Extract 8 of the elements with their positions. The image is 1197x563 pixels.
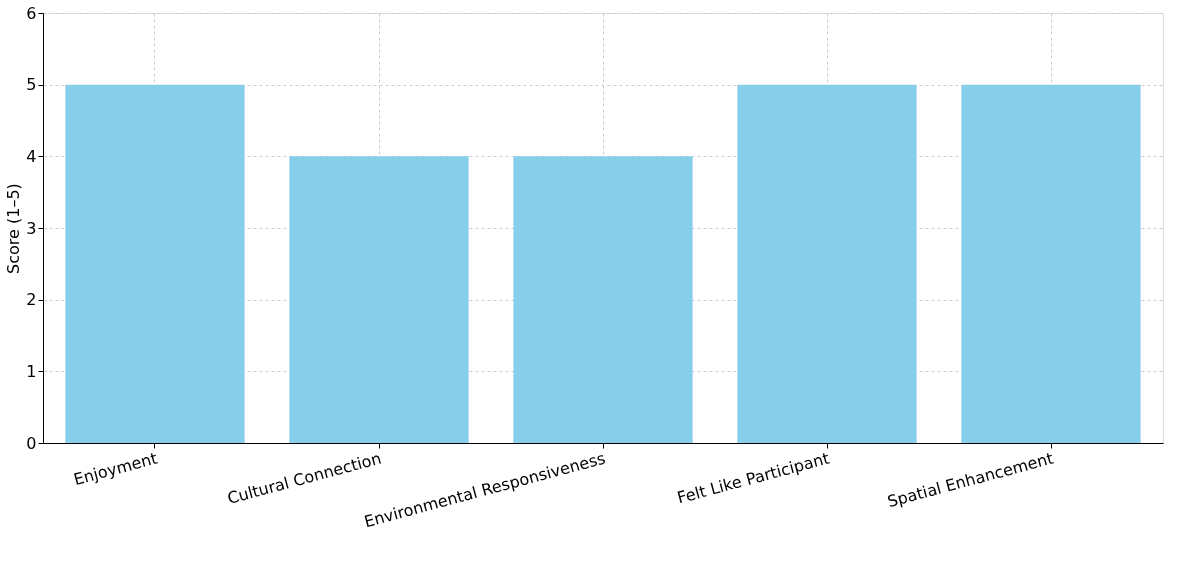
- y-tick-label: 5: [26, 75, 37, 95]
- y-tick-label: 4: [26, 146, 37, 166]
- y-tick-label: 6: [26, 3, 37, 23]
- y-tick-label: 2: [26, 290, 37, 310]
- y-tick-label: 1: [26, 361, 37, 381]
- y-tick-label: 3: [26, 218, 37, 238]
- y-axis-title: Score (1–5): [4, 183, 24, 274]
- y-tick-label: 0: [26, 433, 37, 453]
